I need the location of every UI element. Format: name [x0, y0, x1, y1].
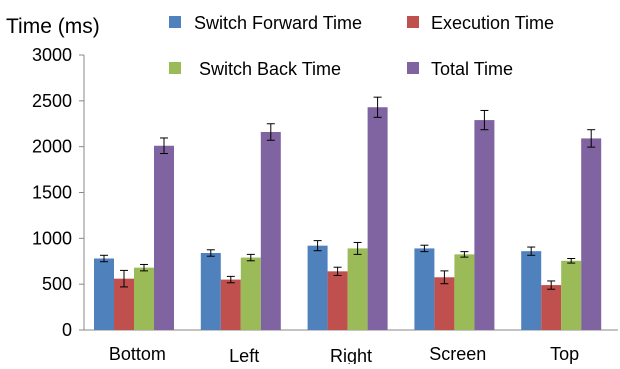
- legend-label: Switch Back Time: [199, 59, 341, 79]
- x-tick-label: Left: [229, 346, 259, 364]
- bar: [561, 260, 582, 330]
- bar: [581, 138, 602, 330]
- bar: [94, 258, 114, 330]
- legend-swatch: [169, 62, 181, 74]
- y-tick-label: 1000: [32, 228, 72, 248]
- bar: [347, 248, 368, 330]
- bar: [240, 257, 261, 330]
- bar: [327, 271, 348, 330]
- legend-label: Switch Forward Time: [194, 13, 362, 33]
- y-axis-label: Time (ms): [6, 15, 100, 38]
- x-tick-label: Right: [330, 346, 372, 364]
- bar: [307, 245, 328, 330]
- bar: [154, 145, 174, 330]
- legend-swatch: [169, 16, 181, 28]
- bar: [114, 278, 134, 330]
- bar: [200, 253, 221, 330]
- legend-label: Execution Time: [431, 13, 554, 33]
- x-tick-label: Top: [550, 344, 579, 364]
- bar: [434, 277, 455, 330]
- x-tick-label: Screen: [429, 344, 486, 364]
- legend-swatch: [407, 62, 419, 74]
- bar: [220, 279, 241, 330]
- bar: [474, 120, 495, 330]
- y-tick-label: 3000: [32, 45, 72, 65]
- x-tick-label: Bottom: [109, 344, 166, 364]
- bar: [414, 248, 435, 330]
- legend-swatch: [407, 16, 419, 28]
- legend-label: Total Time: [431, 59, 513, 79]
- bar: [521, 251, 542, 330]
- bar: [541, 285, 562, 330]
- bar: [260, 132, 281, 330]
- y-tick-label: 500: [42, 274, 72, 294]
- legend: Switch Forward Time Execution Time Switch …: [169, 13, 554, 79]
- plot-area: 0 500 1000 1500 2000 2500 3000 Bottom Left Right S…: [32, 45, 618, 366]
- y-tick-label: 0: [62, 320, 72, 340]
- y-tick-label: 2500: [32, 91, 72, 111]
- y-tick-label: 2000: [32, 137, 72, 157]
- y-tick-label: 1500: [32, 183, 72, 203]
- bar: [454, 254, 475, 330]
- bar: [134, 267, 154, 330]
- bar: [367, 107, 388, 330]
